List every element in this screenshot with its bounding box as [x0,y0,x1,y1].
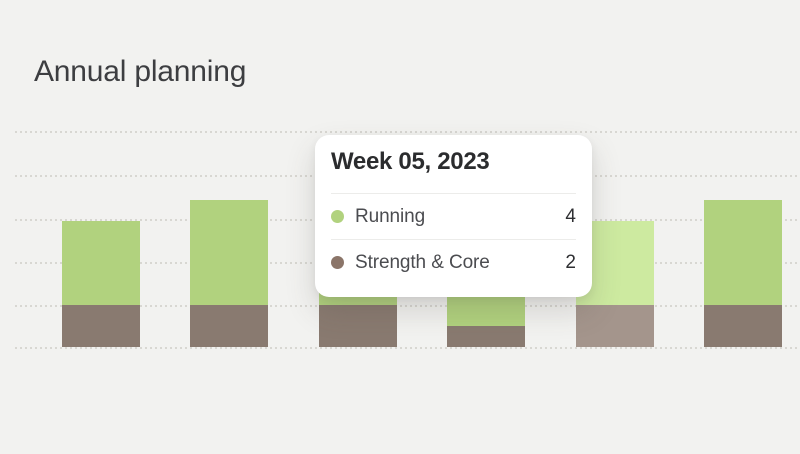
tooltip-divider [331,239,576,240]
legend-dot-icon [331,256,344,269]
tooltip-row-value: 2 [565,251,576,273]
tooltip-row-strength-core: Strength & Core 2 [331,240,576,285]
strength-core-segment[interactable] [576,305,654,347]
tooltip-row-value: 4 [565,205,576,227]
tooltip-rows: Running 4 Strength & Core 2 [331,194,576,285]
bar-week-06[interactable] [704,200,782,347]
running-segment[interactable] [704,200,782,305]
bar-week-02[interactable] [190,200,268,347]
strength-core-segment[interactable] [62,305,140,347]
strength-core-segment[interactable] [190,305,268,347]
strength-core-segment[interactable] [704,305,782,347]
gridline-value-2 [15,305,800,307]
tooltip-title: Week 05, 2023 [331,148,490,175]
running-segment[interactable] [190,200,268,305]
gridline-value-0 [15,347,800,349]
tooltip-divider [331,193,576,194]
bar-week-01[interactable] [62,221,140,347]
tooltip-row-label: Running [355,205,426,227]
strength-core-segment[interactable] [447,326,525,347]
gridline-value-10 [15,131,800,133]
page-title: Annual planning [34,55,247,89]
running-segment[interactable] [62,221,140,305]
tooltip-row-running: Running 4 [331,194,576,239]
legend-dot-icon [331,210,344,223]
chart-tooltip: Week 05, 2023 Running 4 Strength & Core 2 [315,135,592,297]
strength-core-segment[interactable] [319,305,397,347]
tooltip-row-label: Strength & Core [355,251,490,273]
